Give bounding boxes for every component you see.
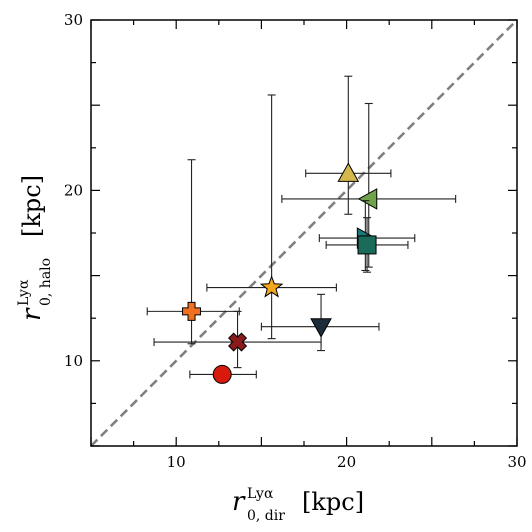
- x-axis-subscript: 0, dir: [247, 508, 285, 524]
- x-axis-unit: [kpc]: [302, 488, 364, 516]
- y-tick-label: 10: [64, 352, 83, 370]
- data-point-cross: [182, 301, 202, 321]
- y-tick-label: 30: [64, 11, 83, 29]
- y-axis-superscript: Lyα: [16, 279, 32, 306]
- x-tick-label: 30: [507, 453, 526, 471]
- y-axis-symbol: r: [17, 307, 47, 321]
- y-axis-subscript: 0, halo: [38, 258, 54, 306]
- plot-area: [90, 19, 518, 447]
- x-axis-symbol: r: [232, 487, 246, 517]
- data-point-star: [259, 275, 284, 298]
- y-tick-label: 20: [64, 181, 83, 199]
- data-point-triangle-left: [357, 188, 378, 210]
- data-point-x: [227, 332, 248, 352]
- y-axis-unit: [kpc]: [18, 175, 46, 237]
- data-point-circle: [212, 364, 232, 384]
- data-point-triangle-up: [337, 162, 360, 182]
- data-point-square: [357, 235, 377, 255]
- reference-line: [90, 19, 518, 447]
- x-tick-label: 20: [337, 453, 356, 471]
- data-point-triangle-down: [310, 318, 332, 338]
- x-tick-label: 10: [167, 453, 186, 471]
- x-axis-label: r Lyα 0, dir [kpc]: [232, 486, 364, 524]
- x-axis-superscript: Lyα: [247, 486, 274, 502]
